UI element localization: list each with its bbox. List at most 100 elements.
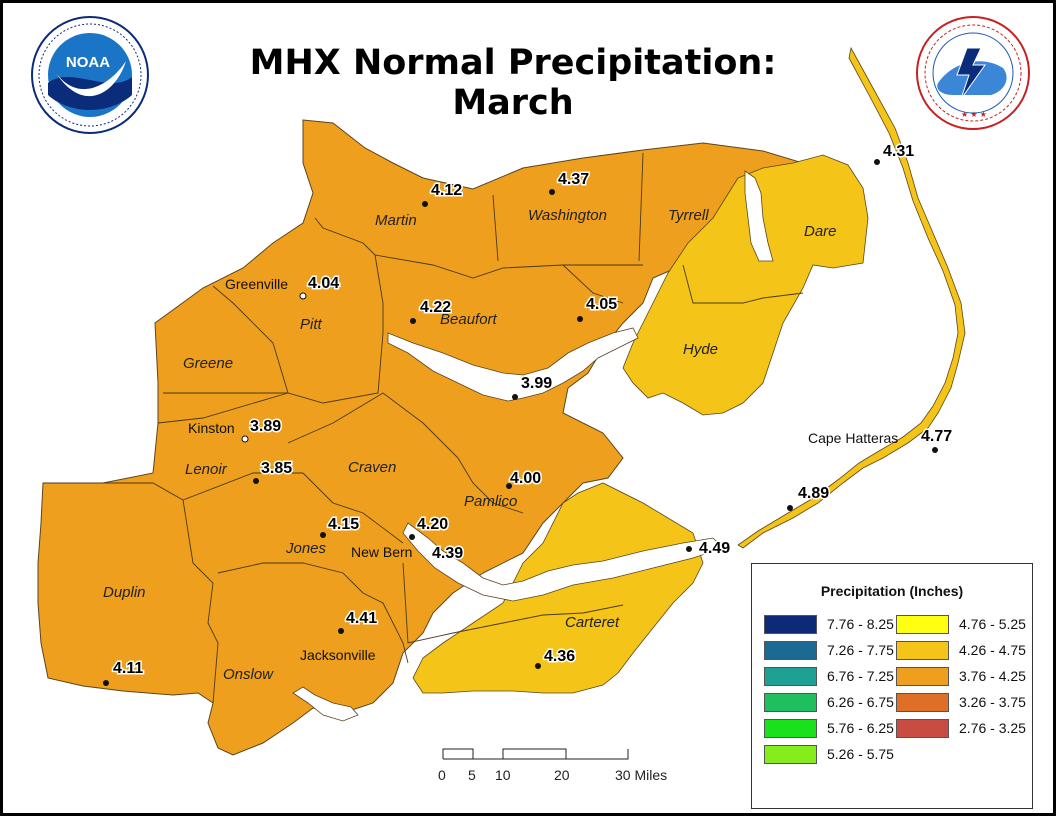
legend-swatch (764, 640, 817, 660)
county-label-greene: Greene (183, 355, 233, 372)
station-value-manteo: 4.31 (883, 143, 914, 160)
station-value-newbern-2: 4.39 (432, 545, 463, 562)
scale-tick-10: 10 (495, 767, 511, 783)
noaa-logo-text: NOAA (66, 54, 110, 71)
county-label-jones: Jones (285, 540, 327, 557)
scale-tick-30: 30 Miles (615, 767, 667, 783)
legend-label: 4.76 - 5.25 (959, 616, 1026, 632)
station-value-cedar-island: 4.49 (699, 540, 730, 557)
station-value-washington: 4.37 (558, 171, 589, 188)
legend-item: 4.26 - 4.75 (896, 640, 1026, 660)
station-marker (535, 663, 541, 669)
noaa-logo: NOAA (31, 16, 149, 134)
station-value-jones: 4.15 (328, 516, 359, 533)
legend-title: Precipitation (Inches) (820, 583, 964, 599)
city-label-greenville: Greenville (225, 276, 288, 292)
station-value-hatteras: 4.77 (921, 428, 952, 445)
scale-tick-0: 0 (438, 767, 446, 783)
legend-swatch (764, 666, 817, 686)
city-label-jacksonville: Jacksonville (300, 647, 376, 663)
legend: Precipitation (Inches) 7.76 - 8.25 7.26 -… (751, 563, 1033, 809)
county-label-hyde: Hyde (683, 341, 718, 358)
legend-item: 2.76 - 3.25 (896, 718, 1026, 738)
station-marker (932, 447, 938, 453)
legend-label: 4.26 - 4.75 (959, 642, 1026, 658)
county-label-washington: Washington (528, 207, 607, 224)
scale-bar: 0 5 10 20 30 Miles (438, 748, 667, 783)
water (292, 170, 774, 722)
legend-item: 3.76 - 4.25 (896, 666, 1026, 686)
legend-swatch (764, 744, 817, 764)
svg-text:★ ★ ★: ★ ★ ★ (961, 110, 987, 119)
station-value-aurora: 3.99 (521, 375, 552, 392)
legend-label: 5.76 - 6.25 (827, 720, 894, 736)
station-value-martin: 4.12 (431, 182, 462, 199)
station-marker (512, 394, 518, 400)
station-marker (320, 532, 326, 538)
legend-item: 6.76 - 7.25 (764, 666, 894, 686)
legend-swatch (764, 692, 817, 712)
legend-item: 7.76 - 8.25 (764, 614, 894, 634)
station-value-ocracoke: 4.89 (798, 485, 829, 502)
legend-swatch (764, 718, 817, 738)
station-marker (409, 534, 415, 540)
station-marker (506, 483, 512, 489)
legend-item: 6.26 - 6.75 (764, 692, 894, 712)
station-value-onslow: 4.41 (346, 610, 377, 627)
county-label-dare: Dare (804, 223, 837, 240)
station-value-newbern-1: 4.20 (417, 516, 448, 533)
new-river (292, 686, 359, 722)
legend-label: 3.76 - 4.25 (959, 668, 1026, 684)
county-label-duplin: Duplin (103, 584, 146, 601)
scale-bar-line (442, 748, 629, 760)
county-label-carteret: Carteret (565, 614, 620, 631)
legend-swatch (896, 666, 949, 686)
county-label-tyrrell: Tyrrell (668, 207, 709, 224)
city-labels: Greenville Kinston New Bern Jacksonville… (188, 276, 898, 663)
legend-label: 2.76 - 3.25 (959, 720, 1026, 736)
legend-swatch (896, 718, 949, 738)
legend-label: 7.26 - 7.75 (827, 642, 894, 658)
county-label-beaufort: Beaufort (440, 311, 498, 328)
city-label-new-bern: New Bern (351, 544, 412, 560)
legend-swatch (764, 614, 817, 634)
legend-label: 7.76 - 8.25 (827, 616, 894, 632)
station-marker (686, 546, 692, 552)
station-marker (577, 316, 583, 322)
county-label-craven: Craven (348, 459, 396, 476)
station-value-pamlico: 4.00 (510, 470, 541, 487)
station-marker (787, 505, 793, 511)
neuse-river (402, 522, 724, 602)
nws-logo: ★ ★ ★ (916, 16, 1030, 130)
precipitation-map: Martin Washington Tyrrell Dare Pitt Beau… (31, 16, 1030, 783)
city-label-cape-hatteras: Cape Hatteras (808, 430, 898, 446)
station-value-greenville: 4.04 (308, 275, 339, 292)
station-marker (422, 201, 428, 207)
county-borders (43, 152, 804, 704)
scale-tick-5: 5 (468, 767, 476, 783)
scale-tick-20: 20 (554, 767, 570, 783)
legend-label: 6.26 - 6.75 (827, 694, 894, 710)
county-label-pitt: Pitt (300, 316, 323, 333)
legend-item: 5.76 - 6.25 (764, 718, 894, 738)
legend-item: 4.76 - 5.25 (896, 614, 1026, 634)
legend-item: 3.26 - 3.75 (896, 692, 1026, 712)
county-labels: Martin Washington Tyrrell Dare Pitt Beau… (103, 207, 837, 683)
station-values: 4.12 4.37 4.31 4.04 4.22 4.05 3.99 3.89 … (112, 142, 954, 679)
station-marker (338, 628, 344, 634)
legend-label: 5.26 - 5.75 (827, 746, 894, 762)
legend-swatch (896, 640, 949, 660)
station-marker (549, 189, 555, 195)
city-label-kinston: Kinston (188, 420, 235, 436)
station-value-kinston: 3.89 (250, 418, 281, 435)
station-value-belhaven: 4.05 (586, 296, 617, 313)
legend-swatch (896, 692, 949, 712)
legend-item: 7.26 - 7.75 (764, 640, 894, 660)
albemarle-inlet (744, 170, 774, 262)
county-label-martin: Martin (375, 212, 417, 229)
station-markers (103, 159, 938, 686)
station-value-lenoir: 3.85 (261, 460, 292, 477)
county-label-lenoir: Lenoir (185, 461, 228, 478)
county-label-pamlico: Pamlico (464, 493, 517, 510)
